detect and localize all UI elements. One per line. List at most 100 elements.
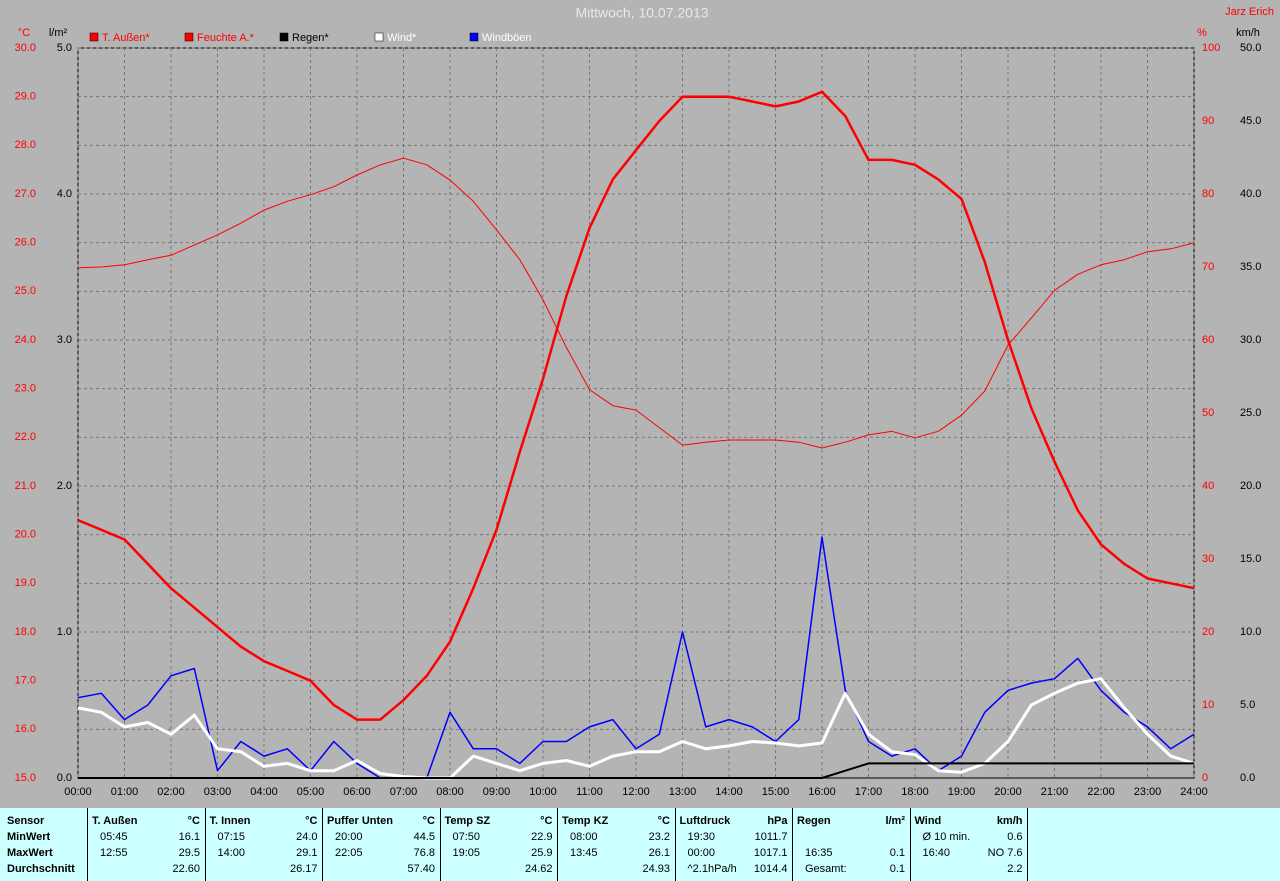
y2-tick-label: 2.0 bbox=[57, 480, 72, 492]
cell-value: 26.1 bbox=[648, 847, 670, 859]
row-label: MinWert bbox=[7, 831, 51, 843]
cell-value: 76.8 bbox=[413, 847, 435, 859]
cell-time: Ø 10 min. bbox=[922, 831, 971, 843]
x-tick-label: 24:00 bbox=[1180, 786, 1208, 798]
cell-value: 23.2 bbox=[648, 831, 670, 843]
cell-time: 16:40 bbox=[922, 847, 951, 859]
y4-tick-label: 15.0 bbox=[1240, 553, 1261, 565]
x-tick-label: 10:00 bbox=[529, 786, 557, 798]
y3-tick-label: 10 bbox=[1202, 699, 1214, 711]
x-tick-label: 00:00 bbox=[64, 786, 92, 798]
cell-time: 07:15 bbox=[217, 831, 246, 843]
group-unit: l/m² bbox=[885, 815, 905, 827]
y-tick-label: 20.0 bbox=[15, 529, 36, 541]
series-line bbox=[77, 536, 1195, 779]
y-tick-label: 18.0 bbox=[15, 626, 36, 638]
x-tick-label: 05:00 bbox=[297, 786, 325, 798]
y3-tick-label: 60 bbox=[1202, 334, 1214, 346]
group-name: T. Außen bbox=[92, 815, 138, 827]
column-separator bbox=[204, 808, 206, 881]
legend-label: Regen* bbox=[292, 32, 329, 44]
y3-tick-label: 100 bbox=[1202, 42, 1220, 54]
y4-axis-unit: km/h bbox=[1236, 27, 1260, 39]
y-tick-label: 21.0 bbox=[15, 480, 36, 492]
y2-tick-label: 4.0 bbox=[57, 188, 72, 200]
group-unit: hPa bbox=[767, 815, 788, 827]
cell-value: 22.9 bbox=[531, 831, 553, 843]
y4-tick-label: 40.0 bbox=[1240, 188, 1261, 200]
x-tick-label: 17:00 bbox=[855, 786, 883, 798]
cell-value: 57.40 bbox=[407, 863, 435, 875]
group-name: Temp SZ bbox=[444, 815, 491, 827]
y3-tick-label: 80 bbox=[1202, 188, 1214, 200]
y-tick-label: 25.0 bbox=[15, 285, 36, 297]
y3-tick-label: 30 bbox=[1202, 553, 1214, 565]
x-tick-label: 14:00 bbox=[715, 786, 743, 798]
y4-tick-label: 45.0 bbox=[1240, 115, 1261, 127]
legend-label: Feuchte A.* bbox=[197, 32, 255, 44]
x-tick-label: 19:00 bbox=[948, 786, 976, 798]
cell-value: 16.1 bbox=[178, 831, 200, 843]
y-tick-label: 23.0 bbox=[15, 383, 36, 395]
column-separator bbox=[322, 808, 323, 881]
column-separator bbox=[909, 808, 911, 881]
group-unit: °C bbox=[540, 815, 553, 827]
x-tick-label: 18:00 bbox=[901, 786, 929, 798]
legend-swatch bbox=[279, 32, 289, 42]
y-tick-label: 19.0 bbox=[15, 577, 36, 589]
legend-label: Wind* bbox=[387, 32, 417, 44]
y-tick-label: 16.0 bbox=[15, 723, 36, 735]
x-tick-label: 16:00 bbox=[808, 786, 836, 798]
x-tick-label: 11:00 bbox=[576, 786, 603, 798]
y4-tick-label: 10.0 bbox=[1240, 626, 1261, 638]
legend-swatch bbox=[374, 32, 384, 42]
series-line bbox=[77, 677, 1195, 780]
y3-axis-unit: % bbox=[1197, 27, 1207, 39]
group-name: Regen bbox=[797, 815, 831, 827]
x-tick-label: 13:00 bbox=[669, 786, 697, 798]
x-tick-label: 08:00 bbox=[436, 786, 464, 798]
cell-time: 00:00 bbox=[687, 847, 716, 859]
column-separator bbox=[1027, 808, 1028, 881]
legend-swatch bbox=[469, 32, 479, 42]
x-tick-label: 15:00 bbox=[762, 786, 790, 798]
group-unit: km/h bbox=[996, 815, 1023, 827]
group-name: Wind bbox=[914, 815, 942, 827]
x-tick-label: 09:00 bbox=[483, 786, 511, 798]
cell-time: 05:45 bbox=[100, 831, 128, 843]
legend-label: Windböen bbox=[482, 32, 532, 44]
cell-time: Gesamt: bbox=[805, 863, 847, 875]
x-tick-label: 04:00 bbox=[250, 786, 278, 798]
y2-tick-label: 1.0 bbox=[57, 626, 72, 638]
y2-axis-unit: l/m² bbox=[49, 27, 68, 39]
legend-label: T. Außen* bbox=[102, 32, 150, 44]
author: Jarz Erich bbox=[1225, 6, 1274, 18]
legend-swatch bbox=[184, 32, 194, 42]
y4-tick-label: 35.0 bbox=[1240, 261, 1261, 273]
y-tick-label: 29.0 bbox=[15, 91, 36, 103]
group-name: Luftdruck bbox=[679, 815, 731, 827]
cell-time: 22:05 bbox=[335, 847, 363, 859]
y4-tick-label: 50.0 bbox=[1240, 42, 1261, 54]
chart-title: Mittwoch, 10.07.2013 bbox=[575, 5, 708, 21]
cell-time: 20:00 bbox=[335, 831, 363, 843]
y-tick-label: 15.0 bbox=[15, 772, 36, 784]
y4-tick-label: 20.0 bbox=[1240, 480, 1261, 492]
cell-value: 0.1 bbox=[889, 847, 905, 859]
x-tick-label: 03:00 bbox=[204, 786, 232, 798]
x-tick-label: 23:00 bbox=[1134, 786, 1162, 798]
cell-value: NO 7.6 bbox=[987, 847, 1023, 859]
y4-tick-label: 30.0 bbox=[1240, 334, 1261, 346]
cell-value: 1014.4 bbox=[753, 863, 788, 875]
x-tick-label: 20:00 bbox=[994, 786, 1022, 798]
y3-tick-label: 20 bbox=[1202, 626, 1214, 638]
y-tick-label: 27.0 bbox=[15, 188, 36, 200]
cell-time: 19:05 bbox=[452, 847, 481, 859]
y-tick-label: 30.0 bbox=[15, 42, 36, 54]
cell-value: 2.2 bbox=[1007, 863, 1023, 875]
y-axis-unit: °C bbox=[18, 27, 30, 39]
y-tick-label: 26.0 bbox=[15, 237, 36, 249]
cell-value: 22.60 bbox=[172, 863, 200, 875]
cell-value: 24.0 bbox=[296, 831, 318, 843]
y3-tick-label: 50 bbox=[1202, 407, 1214, 419]
